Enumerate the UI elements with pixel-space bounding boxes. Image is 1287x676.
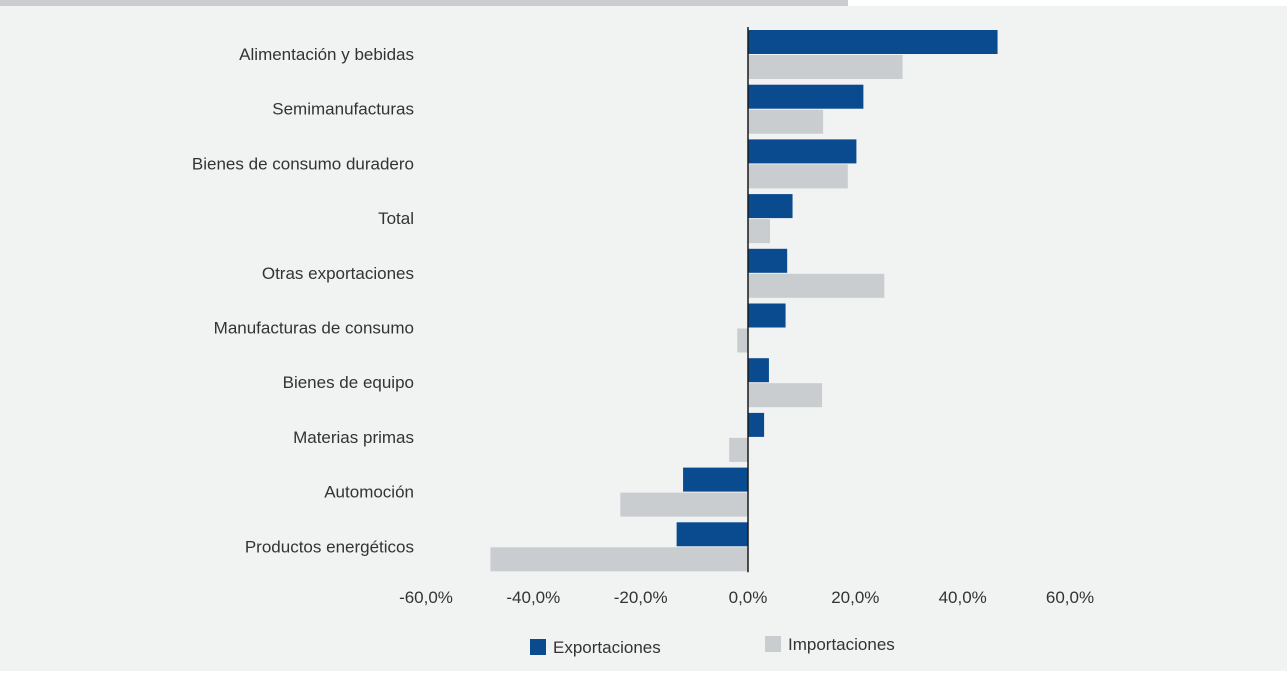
bar-exportaciones-bienes-de-equipo (748, 358, 769, 383)
legend: Exportaciones Importaciones (530, 635, 895, 657)
category-label-otras-exportaciones: Otras exportaciones (262, 264, 414, 283)
x-tick-label: 20,0% (831, 588, 879, 607)
bar-chart: Alimentación y bebidas Semimanufacturas Bi… (192, 27, 1094, 657)
x-tick-labels: -60,0% -40,0% -20,0% 0,0% 20,0% 40,0% 60,0% (399, 588, 1094, 607)
bar-exportaciones-productos-energeticos (676, 522, 748, 547)
bar-exportaciones-otras-exportaciones (748, 248, 788, 273)
bar-importaciones-bienes-de-equipo (748, 383, 823, 408)
category-label-alimentacion-y-bebidas: Alimentación y bebidas (239, 45, 414, 64)
category-label-bienes-de-equipo: Bienes de equipo (283, 373, 414, 392)
legend-label-importaciones: Importaciones (788, 635, 895, 654)
legend-item-importaciones: Importaciones (765, 635, 895, 654)
bar-importaciones-automocion (620, 492, 748, 517)
bar-exportaciones-manufacturas-de-consumo (748, 303, 786, 328)
x-tick-label: 60,0% (1046, 588, 1094, 607)
legend-item-exportaciones: Exportaciones (530, 638, 661, 657)
bar-exportaciones-automocion (683, 467, 748, 492)
x-tick-label: -40,0% (506, 588, 560, 607)
category-label-total: Total (378, 209, 414, 228)
category-label-automocion: Automoción (324, 483, 414, 502)
bar-exportaciones-bienes-de-consumo-duradero (748, 139, 857, 164)
x-tick-label: 0,0% (729, 588, 768, 607)
bar-exportaciones-alimentacion-y-bebidas (748, 30, 998, 54)
legend-swatch-importaciones (765, 636, 781, 652)
legend-label-exportaciones: Exportaciones (553, 638, 661, 657)
top-band (0, 0, 848, 6)
bar-importaciones-semimanufacturas (748, 109, 824, 134)
bar-importaciones-alimentacion-y-bebidas (748, 55, 903, 79)
bars-layer (490, 30, 998, 572)
x-tick-label: 40,0% (939, 588, 987, 607)
category-label-productos-energeticos: Productos energéticos (245, 537, 414, 556)
bar-importaciones-materias-primas (729, 437, 748, 462)
x-tick-label: -60,0% (399, 588, 453, 607)
bar-importaciones-total (748, 219, 771, 244)
chart-panel: Alimentación y bebidas Semimanufacturas Bi… (0, 6, 1287, 671)
bar-exportaciones-semimanufacturas (748, 84, 864, 109)
category-label-bienes-de-consumo-duradero: Bienes de consumo duradero (192, 154, 414, 173)
legend-swatch-exportaciones (530, 639, 546, 655)
category-label-semimanufacturas: Semimanufacturas (272, 100, 414, 119)
bar-importaciones-bienes-de-consumo-duradero (748, 164, 848, 189)
bar-importaciones-productos-energeticos (490, 547, 748, 572)
bar-exportaciones-total (748, 194, 793, 219)
bar-importaciones-otras-exportaciones (748, 273, 885, 298)
x-tick-label: -20,0% (614, 588, 668, 607)
category-labels: Alimentación y bebidas Semimanufacturas Bi… (192, 45, 414, 556)
bar-exportaciones-materias-primas (748, 412, 765, 437)
category-label-materias-primas: Materias primas (293, 428, 414, 447)
category-label-manufacturas-de-consumo: Manufacturas de consumo (214, 319, 414, 338)
bar-importaciones-manufacturas-de-consumo (737, 328, 748, 353)
